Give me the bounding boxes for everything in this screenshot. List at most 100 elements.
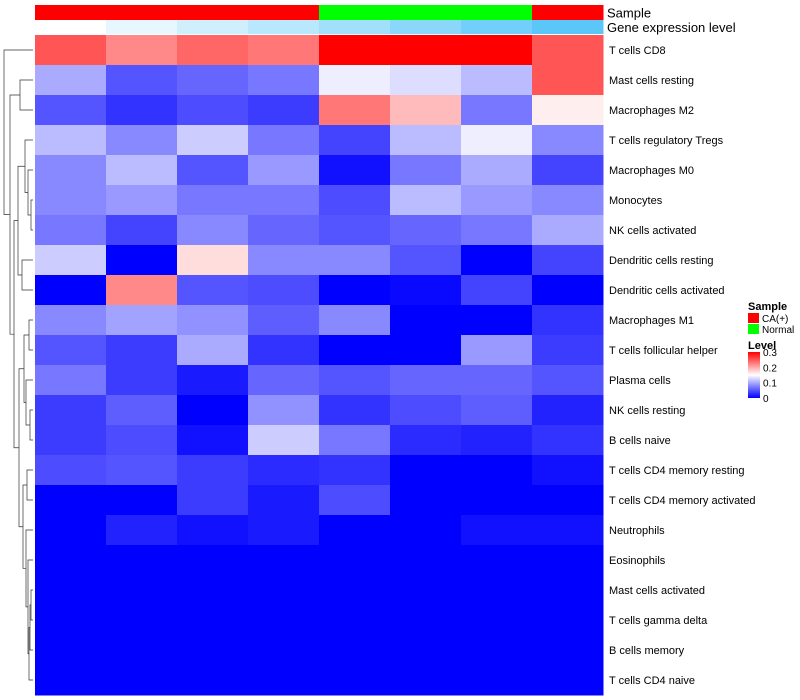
heatmap-cell: [35, 125, 107, 156]
heatmap-cell: [106, 335, 178, 366]
row-label: B cells memory: [609, 645, 685, 657]
heatmap-cell: [248, 305, 320, 336]
heatmap-cell: [461, 65, 533, 96]
heatmap-cell: [248, 335, 320, 366]
row-label: Mast cells activated: [609, 585, 705, 597]
dendrogram-branch: [29, 409, 33, 441]
heatmap-cell: [106, 215, 178, 246]
heatmap-cell: [319, 485, 391, 516]
heatmap-cell: [177, 455, 249, 486]
heatmap-cell: [390, 575, 462, 606]
heatmap-cell: [248, 275, 320, 306]
heatmap-cell: [532, 155, 604, 186]
heatmap-cell: [319, 605, 391, 636]
heatmap-cell: [390, 395, 462, 426]
dendrogram-branch: [22, 484, 27, 569]
heatmap-cell: [177, 185, 249, 216]
heatmap-cell: [461, 365, 533, 396]
heatmap-cell: [177, 425, 249, 456]
row-label: Dendritic cells activated: [609, 285, 725, 297]
heatmap-cell: [390, 425, 462, 456]
heatmap-cell: [248, 215, 320, 246]
row-label: Mast cells resting: [609, 75, 694, 87]
heatmap-cell: [461, 245, 533, 276]
heatmap-cell: [532, 605, 604, 636]
heatmap-cell: [177, 605, 249, 636]
heatmap-cell: [106, 125, 178, 156]
sample-legend-swatch: [748, 324, 759, 334]
heatmap-cell: [390, 215, 462, 246]
dendrogram-branch: [30, 199, 33, 231]
expression-annotation-cell: [532, 20, 604, 34]
row-label: T cells gamma delta: [609, 615, 708, 627]
sample-annotation-cell: [35, 5, 107, 20]
heatmap-cell: [177, 335, 249, 366]
dendrogram-branch: [27, 169, 33, 216]
heatmap-cell: [106, 275, 178, 306]
annotation-label: Gene expression level: [607, 20, 736, 35]
heatmap-cell: [532, 245, 604, 276]
heatmap-cell: [390, 605, 462, 636]
heatmap-cell: [177, 65, 249, 96]
heatmap-cell: [390, 95, 462, 126]
heatmap-cell: [177, 305, 249, 336]
heatmap-cell: [390, 35, 462, 66]
heatmap-cell: [461, 125, 533, 156]
heatmap-cell: [35, 395, 107, 426]
heatmap-cell: [532, 515, 604, 546]
heatmap-cell: [461, 575, 533, 606]
row-label: T cells CD4 memory activated: [609, 495, 756, 507]
dendrogram-branch: [29, 604, 33, 651]
heatmap-cell: [319, 335, 391, 366]
heatmap-cell: [177, 125, 249, 156]
heatmap-cell: [532, 35, 604, 66]
level-colorbar: [748, 352, 760, 398]
heatmap-cell: [177, 215, 249, 246]
heatmap-cell: [532, 185, 604, 216]
row-label: B cells naive: [609, 435, 671, 447]
heatmap-cell: [319, 35, 391, 66]
heatmap-cell: [106, 485, 178, 516]
heatmap-cell: [177, 95, 249, 126]
row-label: Eosinophils: [609, 555, 666, 567]
heatmap-cell: [248, 425, 320, 456]
heatmap-cell: [248, 35, 320, 66]
row-label: Neutrophils: [609, 525, 665, 537]
expression-annotation-cell: [177, 20, 249, 34]
heatmap-cell: [532, 395, 604, 426]
heatmap-cells: [35, 35, 604, 696]
heatmap-cell: [532, 635, 604, 666]
dendrogram-branch: [21, 259, 33, 291]
expression-annotation-cell: [461, 20, 533, 34]
heatmap-cell: [177, 635, 249, 666]
sample-legend-label: Normal: [762, 325, 794, 336]
heatmap-cell: [35, 245, 107, 276]
heatmap-cell: [248, 65, 320, 96]
heatmap-cell: [390, 485, 462, 516]
heatmap-cell: [248, 515, 320, 546]
level-legend-tick: 0.2: [763, 363, 777, 374]
sample-annotation-cell: [390, 5, 462, 20]
heatmap-cell: [390, 365, 462, 396]
heatmap-cell: [106, 35, 178, 66]
heatmap-cell: [390, 125, 462, 156]
heatmap-cell: [532, 545, 604, 576]
dendrogram-branch: [28, 319, 33, 351]
heatmap-cell: [106, 605, 178, 636]
row-label: NK cells resting: [609, 405, 685, 417]
heatmap-cell: [106, 425, 178, 456]
heatmap-cell: [248, 155, 320, 186]
level-legend-tick: 0.1: [763, 379, 777, 390]
sample-legend-swatch: [748, 313, 759, 323]
heatmap-cell: [248, 125, 320, 156]
heatmap-cell: [106, 245, 178, 276]
heatmap-cell: [106, 545, 178, 576]
heatmap-cell: [319, 425, 391, 456]
heatmap-cell: [390, 305, 462, 336]
heatmap-cell: [106, 65, 178, 96]
heatmap-cell: [106, 395, 178, 426]
heatmap-cell: [532, 305, 604, 336]
sample-annotation-cell: [532, 5, 604, 20]
heatmap-cell: [248, 665, 320, 696]
heatmap-cell: [248, 185, 320, 216]
